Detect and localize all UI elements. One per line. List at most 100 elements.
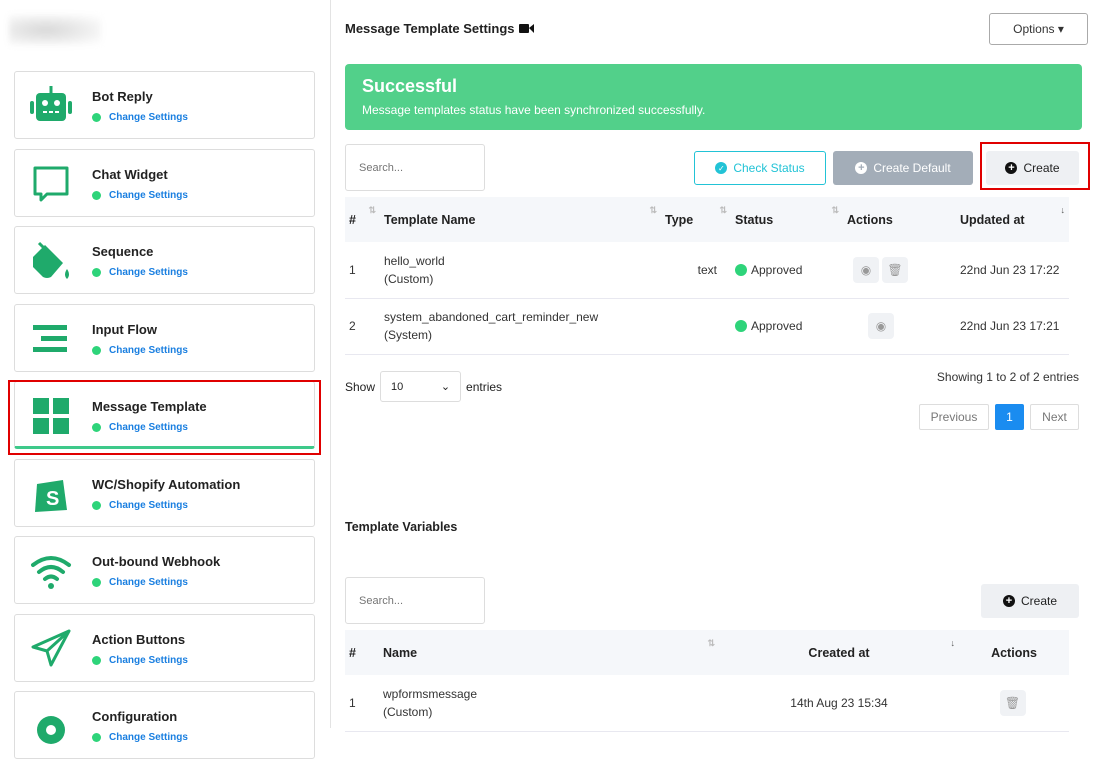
create-label: Create <box>1020 594 1058 608</box>
show-label: Show <box>345 379 376 394</box>
created-cell: 14th Aug 23 15:34 <box>719 675 959 732</box>
chat-bubble-icon <box>29 162 73 206</box>
col-actions: Actions <box>843 197 956 242</box>
col-status[interactable]: Status ⇅ <box>731 197 843 242</box>
status-badge: Approved <box>735 263 839 277</box>
paint-bucket-icon <box>29 239 73 283</box>
change-settings-link[interactable]: Change Settings <box>92 732 188 743</box>
sidebar-item-configuration[interactable]: Configuration Change Settings <box>14 691 315 759</box>
row-number: 2 <box>345 298 380 355</box>
sidebar-item-sequence[interactable]: Sequence Change Settings <box>14 226 315 294</box>
bars-icon <box>29 317 73 361</box>
col-number[interactable]: # ⇅ <box>345 197 380 242</box>
create-label: Create <box>1023 161 1060 175</box>
eye-icon[interactable]: ◉ <box>853 256 879 283</box>
sort-icon: ⇅ <box>649 205 657 215</box>
template-search-input[interactable] <box>345 144 485 191</box>
change-settings-link[interactable]: Change Settings <box>92 500 188 511</box>
change-settings-link[interactable]: Change Settings <box>92 655 188 666</box>
next-button[interactable]: Next <box>1030 404 1079 430</box>
status-dot-icon <box>92 733 101 742</box>
col-actions: Actions <box>959 630 1069 675</box>
highlight-box-message-template <box>8 380 321 455</box>
sidebar-item-out-bound-webhook[interactable]: Out-bound Webhook Change Settings <box>14 536 315 604</box>
page-1-button[interactable]: 1 <box>995 404 1024 430</box>
status-badge: Approved <box>735 319 839 333</box>
sort-icon: ⇅ <box>368 205 376 215</box>
col-template-name[interactable]: Template Name ⇅ <box>380 197 661 242</box>
sidebar-item-wc-shopify-automation[interactable]: S WC/Shopify Automation Change Settings <box>14 458 315 527</box>
updated-cell: 22nd Jun 23 17:22 <box>956 242 1069 299</box>
status-dot-icon <box>735 263 747 276</box>
variable-name-cell: wpformsmessage (Custom) <box>379 675 719 732</box>
sidebar-item-message-template[interactable]: Message Template Change Settings <box>14 381 315 449</box>
plus-circle-icon: + <box>1005 162 1018 174</box>
create-default-label: Create Default <box>873 161 951 175</box>
status-dot-icon <box>92 345 101 355</box>
sidebar-item-label: Message Template <box>92 399 207 414</box>
create-default-button[interactable]: + Create Default <box>833 151 973 185</box>
sort-icon: ↓ <box>950 638 956 648</box>
check-status-label: Check Status <box>733 161 805 175</box>
create-template-button[interactable]: + Create <box>986 151 1079 185</box>
sidebar-item-bot-reply[interactable]: Bot Reply Change Settings <box>14 71 315 139</box>
col-updated-at[interactable]: Updated at ↓ <box>956 197 1069 242</box>
template-name-cell: hello_world (Custom) <box>380 242 661 299</box>
sidebar-item-action-buttons[interactable]: Action Buttons Change Settings <box>14 613 315 682</box>
change-settings-link[interactable]: Change Settings <box>92 112 188 123</box>
plus-circle-icon: + <box>855 162 868 174</box>
create-variable-button[interactable]: + Create <box>981 584 1079 618</box>
alert-title: Successful <box>362 76 458 96</box>
sidebar-item-label: Sequence <box>92 244 154 259</box>
previous-button[interactable]: Previous <box>919 404 989 430</box>
change-settings-link[interactable]: Change Settings <box>92 267 188 278</box>
grid-icon <box>29 394 73 438</box>
logo <box>9 15 101 45</box>
col-number: # <box>345 630 379 675</box>
col-name[interactable]: Name ⇅ <box>379 630 719 675</box>
sort-icon: ⇅ <box>831 205 839 215</box>
sidebar-item-input-flow[interactable]: Input Flow Change Settings <box>14 303 315 372</box>
variable-search-input[interactable] <box>345 577 485 624</box>
page-title: Message Template Settings <box>345 21 515 36</box>
sidebar-item-label: Action Buttons <box>92 631 186 647</box>
status-dot-icon <box>92 113 101 122</box>
robot-icon <box>29 84 73 128</box>
shopping-bag-icon: S <box>29 472 73 516</box>
change-settings-link[interactable]: Change Settings <box>92 577 188 588</box>
status-dot-icon <box>92 655 101 665</box>
col-type[interactable]: Type ⇅ <box>661 197 731 242</box>
status-dot-icon <box>92 500 101 510</box>
variables-table: # Name ⇅ Created at ↓ Actions 1 wpformsmes… <box>345 630 1069 732</box>
trash-icon[interactable]: 🗑 <box>882 256 908 283</box>
sidebar-item-label: Out-bound Webhook <box>92 554 221 569</box>
table-info: Showing 1 to 2 of 2 entries <box>936 370 1079 384</box>
sidebar-item-label: Bot Reply <box>92 89 153 104</box>
plus-circle-icon: + <box>1002 595 1015 607</box>
eye-icon[interactable]: ◉ <box>868 313 894 339</box>
gear-icon <box>29 704 73 748</box>
page-size-select[interactable]: 10 ⌄ <box>380 371 462 402</box>
table-row: 2 system_abandoned_cart_reminder_new (Sys… <box>345 298 1069 355</box>
status-dot-icon <box>92 190 101 200</box>
template-name-cell: system_abandoned_cart_reminder_new (Syste… <box>380 298 731 355</box>
change-settings-link[interactable]: Change Settings <box>92 422 188 433</box>
sort-icon: ⇅ <box>719 205 727 215</box>
sidebar-item-label: WC/Shopify Automation <box>92 476 241 492</box>
check-status-button[interactable]: ✓ Check Status <box>694 151 826 185</box>
sidebar-item-chat-widget[interactable]: Chat Widget Change Settings <box>14 148 315 217</box>
video-icon[interactable] <box>519 23 535 34</box>
trash-icon[interactable]: 🗑 <box>999 689 1026 716</box>
success-alert: Successful Message templates status have… <box>345 64 1082 130</box>
status-dot-icon <box>92 423 101 432</box>
change-settings-link[interactable]: Change Settings <box>92 190 188 201</box>
updated-cell: 22nd Jun 23 17:21 <box>956 298 1069 355</box>
sidebar-item-label: Configuration <box>92 709 178 724</box>
sort-icon: ⇅ <box>707 638 715 648</box>
col-created-at[interactable]: Created at ↓ <box>719 630 959 675</box>
options-dropdown[interactable]: Options ▾ <box>989 13 1088 45</box>
change-settings-link[interactable]: Change Settings <box>92 345 188 356</box>
svg-text:S: S <box>46 488 59 510</box>
entries-label: entries <box>466 379 503 394</box>
sidebar-item-label: Chat Widget <box>92 166 168 182</box>
